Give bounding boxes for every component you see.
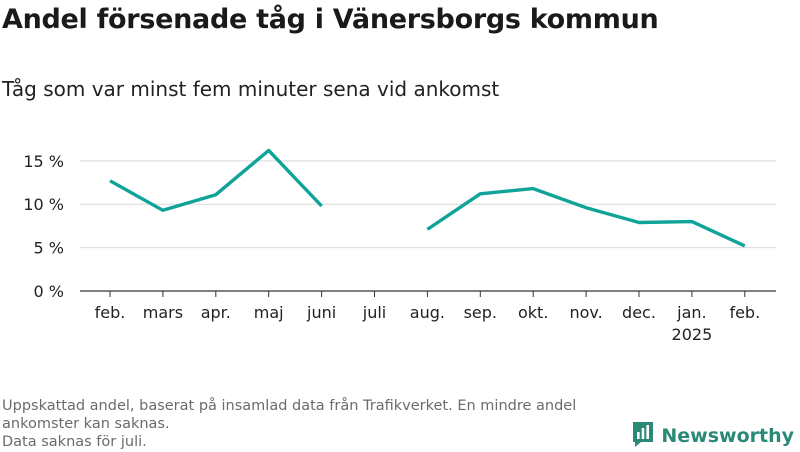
y-tick-label: 15 % [23, 152, 64, 171]
x-tick-label: juni [306, 303, 336, 322]
newsworthy-logo-icon [631, 420, 655, 452]
x-tick-label: sep. [464, 303, 497, 322]
chart-footnote: Uppskattad andel, baserat på insamlad da… [2, 397, 642, 451]
x-tick-label: mars [143, 303, 183, 322]
series-line-segment [426, 186, 746, 248]
x-tick-label: dec. [622, 303, 656, 322]
chart-title: Andel försenade tåg i Vänersborgs kommun [2, 4, 659, 35]
x-tick-label: feb. [729, 303, 760, 322]
line-chart: 0 % 5 % 10 % 15 % feb. mars apr. maj juni juli aug… [23, 148, 776, 344]
newsworthy-logo[interactable]: Newsworthy [631, 420, 794, 452]
newsworthy-logo-text: Newsworthy [661, 425, 794, 447]
x-tick-label: jan. [676, 303, 706, 322]
y-tick-label: 10 % [23, 195, 64, 214]
x-tick-label: okt. [518, 303, 548, 322]
x-tick-label: apr. [201, 303, 231, 322]
x-tick-label: juli [362, 303, 386, 322]
y-tick-label: 5 % [34, 239, 64, 258]
series-line-segment [109, 148, 323, 213]
footnote-line: ankomster kan saknas. [2, 416, 170, 432]
chart-subtitle: Tåg som var minst fem minuter sena vid a… [2, 77, 500, 101]
x-tick-label: 2025 [672, 325, 713, 344]
x-tick-label: feb. [95, 303, 126, 322]
footnote-line: Uppskattad andel, baserat på insamlad da… [2, 398, 577, 414]
x-tick-label: maj [254, 303, 284, 322]
y-tick-label: 0 % [34, 282, 64, 301]
x-tick-label: nov. [569, 303, 602, 322]
x-tick-label: aug. [410, 303, 445, 322]
footnote-line: Data saknas för juli. [2, 434, 147, 450]
